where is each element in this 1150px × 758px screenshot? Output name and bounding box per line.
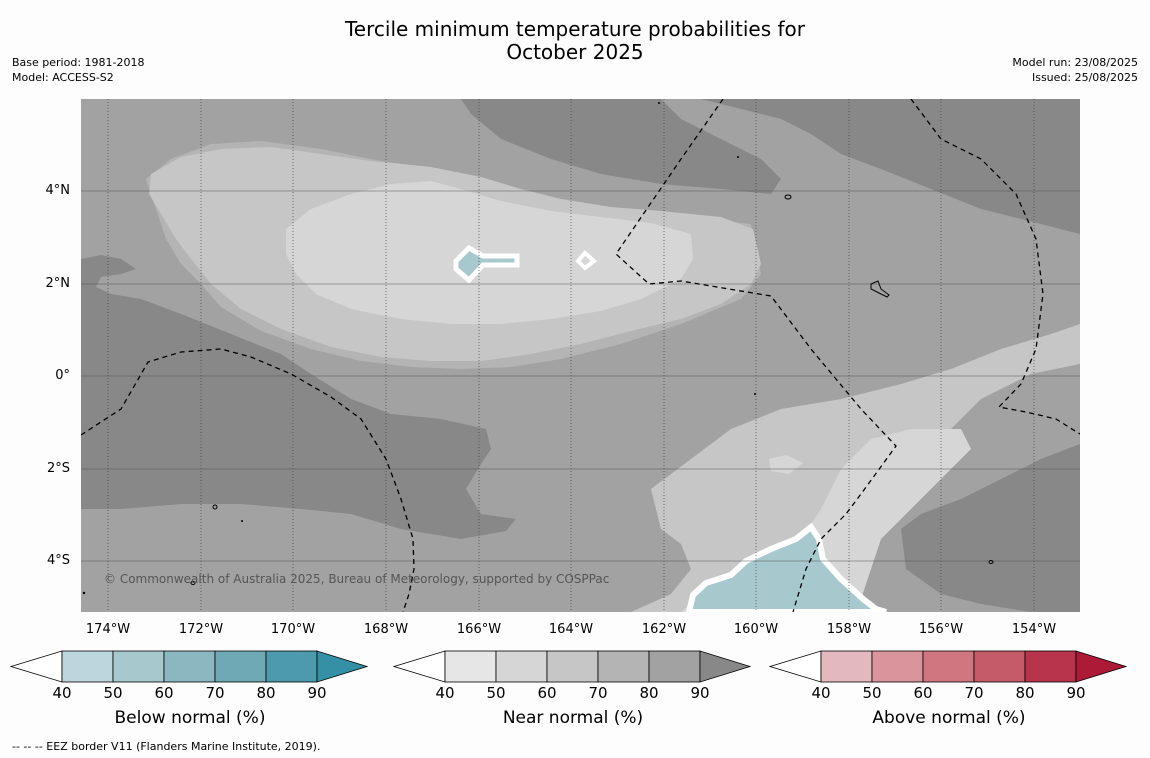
lon-label-158w: 158°W	[826, 622, 872, 637]
lat-label-4s: 4°S	[46, 553, 70, 568]
colorbar-tick-label: 50	[862, 684, 882, 702]
lon-label-156w: 156°W	[918, 622, 964, 637]
colorbar-right-extension	[316, 650, 369, 683]
copyright-text: © Commonwealth of Australia 2025, Bureau…	[104, 572, 610, 586]
colorbar-tick-label: 70	[588, 684, 608, 702]
issued-date-text: Issued: 25/08/2025	[1031, 71, 1138, 84]
colorbar-tick-label: 60	[913, 684, 933, 702]
colorbar-left-extension	[393, 650, 446, 683]
lon-label-166w: 166°W	[456, 622, 502, 637]
colorbar-tick-label: 80	[1015, 684, 1035, 702]
near-normal-90-region-southeast	[901, 444, 1080, 612]
colorbar-segment	[265, 650, 318, 683]
island-dot-3	[754, 393, 756, 395]
island-east	[870, 280, 890, 298]
lat-label-2s: 2°S	[46, 461, 70, 476]
map-title: Tercile minimum temperature probabilitie…	[0, 18, 1150, 64]
island-dot-4	[241, 520, 243, 522]
lon-label-174w: 174°W	[85, 622, 131, 637]
map-title-line-1: Tercile minimum temperature probabilitie…	[344, 17, 806, 41]
colorbar-tick-label: 40	[811, 684, 831, 702]
map-title-line-2: October 2025	[506, 40, 644, 64]
colorbar-segment	[444, 650, 497, 683]
lon-label-162w: 162°W	[641, 622, 687, 637]
lon-label-154w: 154°W	[1011, 622, 1057, 637]
islands	[190, 194, 994, 585]
model-name-text: Model: ACCESS-S2	[12, 71, 114, 84]
island-north-1	[784, 194, 792, 200]
base-period-text: Base period: 1981-2018	[12, 56, 145, 69]
eez-border-west	[81, 348, 415, 612]
colorbar-segment	[648, 650, 701, 683]
colorbar-segment	[1024, 650, 1077, 683]
colorbar-segment	[871, 650, 924, 683]
colorbar-above-normal-label: Above normal (%)	[872, 708, 1026, 728]
colorbar-tick-label: 90	[307, 684, 327, 702]
island-west-1	[212, 504, 218, 510]
colorbar-below-normal	[10, 650, 369, 683]
colorbar-segment	[61, 650, 114, 683]
colorbar-near-normal	[393, 650, 752, 683]
colorbar-left-extension	[10, 650, 63, 683]
below-normal-50-region-south	[685, 522, 887, 612]
colorbar-segment	[820, 650, 873, 683]
lat-gridlines	[81, 190, 1080, 562]
colorbar-segment	[597, 650, 650, 683]
colorbar-segment	[214, 650, 267, 683]
island-dot-2	[737, 156, 739, 158]
colorbar-tick-label: 90	[690, 684, 710, 702]
colorbar-tick-label: 40	[52, 684, 72, 702]
lon-label-160w: 160°W	[733, 622, 779, 637]
colorbar-tick-label: 70	[964, 684, 984, 702]
lon-label-172w: 172°W	[178, 622, 224, 637]
colorbar-tick-label: 90	[1066, 684, 1086, 702]
colorbar-above-normal	[769, 650, 1128, 683]
colorbar-segment	[922, 650, 975, 683]
colorbar-tick-label: 60	[537, 684, 557, 702]
island-southeast	[988, 560, 994, 564]
eez-footnote: -- -- -- EEZ border V11 (Flanders Marine…	[12, 740, 321, 753]
colorbar-tick-label: 40	[435, 684, 455, 702]
island-west-2	[190, 581, 196, 585]
below-normal-50-region-north-small	[575, 250, 598, 271]
map-canvas	[81, 99, 1080, 612]
colorbar-left-extension	[769, 650, 822, 683]
colorbar-segment	[112, 650, 165, 683]
near-normal-90-region-north	[246, 99, 1080, 234]
below-normal-50-region-north	[453, 244, 520, 284]
near-normal-90-region-northwest	[461, 99, 781, 194]
lat-label-4n: 4°N	[45, 183, 71, 198]
colorbar-segment	[973, 650, 1026, 683]
lat-label-2n: 2°N	[45, 276, 71, 291]
model-info: Base period: 1981-2018 Model: ACCESS-S2	[12, 55, 144, 85]
colorbar-tick-label: 80	[256, 684, 276, 702]
colorbar-tick-label: 70	[205, 684, 225, 702]
eez-borders	[81, 99, 1080, 612]
eez-border-east	[910, 99, 1080, 435]
lon-label-168w: 168°W	[363, 622, 409, 637]
run-info: Model run: 23/08/2025 Issued: 25/08/2025	[1012, 55, 1138, 85]
colorbar-right-extension	[699, 650, 752, 683]
island-dot-1	[658, 102, 660, 104]
colorbar-segment	[546, 650, 599, 683]
near-normal-50-region-north	[286, 181, 693, 324]
colorbar-tick-label: 80	[639, 684, 659, 702]
probability-map	[81, 99, 1080, 612]
colorbar-tick-label: 60	[154, 684, 174, 702]
model-run-text: Model run: 23/08/2025	[1012, 56, 1138, 69]
island-dots	[82, 102, 756, 595]
near-normal-90-region-west	[81, 255, 516, 539]
lon-label-170w: 170°W	[270, 622, 316, 637]
island-dot-5	[82, 591, 86, 595]
eez-border-central	[615, 99, 897, 612]
colorbar-segment	[495, 650, 548, 683]
lon-label-164w: 164°W	[548, 622, 594, 637]
colorbar-below-normal-label: Below normal (%)	[114, 708, 266, 728]
colorbar-near-normal-label: Near normal (%)	[502, 708, 644, 728]
colorbar-segment	[163, 650, 216, 683]
colorbar-tick-label: 50	[486, 684, 506, 702]
colorbar-tick-label: 50	[103, 684, 123, 702]
lat-label-0: 0°	[55, 368, 70, 383]
colorbar-right-extension	[1075, 650, 1128, 683]
